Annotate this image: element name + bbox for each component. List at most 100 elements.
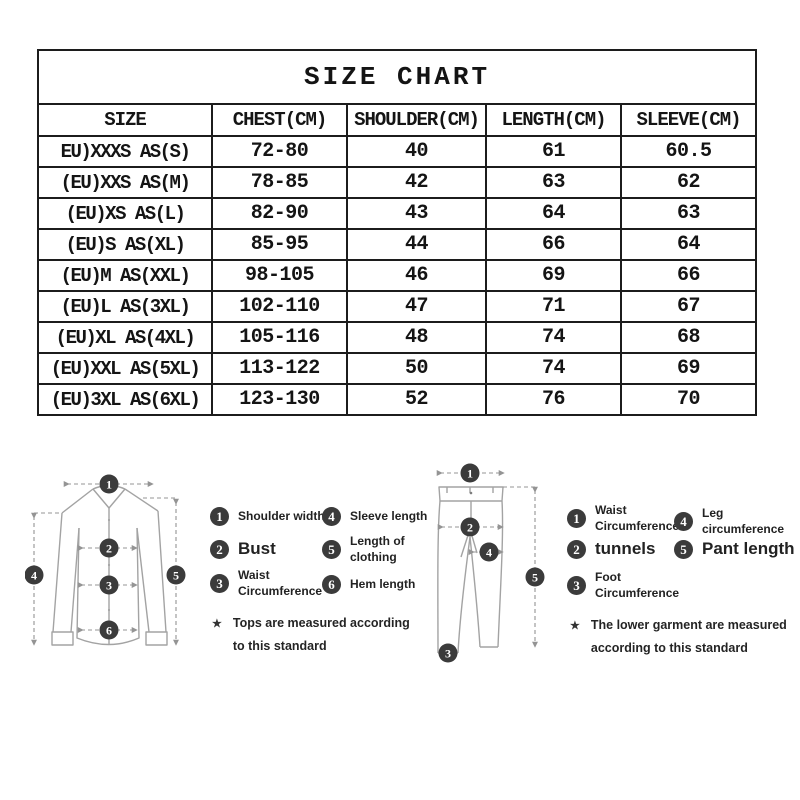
table-cell: 98-105 [211, 259, 348, 292]
measure-label: Waist Circumference [595, 503, 680, 533]
svg-text:2: 2 [467, 521, 473, 535]
table-cell: (EU)S AS(XL) [37, 228, 213, 261]
shirt-badge-3: 3 [99, 575, 119, 595]
table-cell: 47 [346, 290, 487, 323]
table-cell: (EU)XXS AS(M) [37, 166, 213, 199]
svg-text:3: 3 [445, 647, 451, 661]
table-row: (EU)XL AS(4XL) 105-116 48 74 68 [37, 321, 758, 354]
table-cell: 50 [346, 352, 487, 385]
measure-label: Length of clothing [350, 534, 405, 564]
table-row: EU)XXXS AS(S) 72-80 40 61 60.5 [37, 135, 758, 168]
svg-text:4: 4 [486, 546, 492, 560]
number-badge: 3 [210, 574, 229, 594]
table-cell: 69 [619, 352, 758, 385]
measure-label: Foot Circumference [595, 570, 680, 600]
svg-text:2: 2 [106, 542, 112, 556]
table-cell: 71 [485, 290, 622, 323]
svg-text:5: 5 [173, 569, 179, 583]
table-cell: 74 [485, 352, 622, 385]
table-cell: 66 [619, 259, 758, 292]
table-cell: (EU)XL AS(4XL) [37, 321, 213, 354]
table-cell: 102-110 [211, 290, 348, 323]
pants-legend-pant-length: 5 Pant length [674, 538, 795, 560]
shirt-legend-hem-length: 6 Hem length [322, 575, 415, 594]
size-chart-table: SIZE CHART SIZE CHEST(CM) SHOULDER(CM) L… [36, 49, 758, 416]
table-row: (EU)XXL AS(5XL) 113-122 50 74 69 [37, 352, 758, 385]
title-row: SIZE CHART [36, 49, 758, 105]
table-cell: 44 [346, 228, 487, 261]
measure-label: tunnels [595, 539, 656, 558]
svg-text:6: 6 [106, 624, 112, 638]
star-icon: ★ [570, 620, 580, 632]
svg-text:3: 3 [106, 579, 112, 593]
table-cell: (EU)L AS(3XL) [37, 290, 213, 323]
shirt-badge-6: 6 [99, 620, 119, 640]
table-cell: 40 [346, 135, 487, 168]
col-header-shoulder: SHOULDER(CM) [346, 103, 487, 137]
number-badge: 5 [322, 540, 341, 560]
star-icon: ★ [212, 618, 222, 630]
table-row: (EU)L AS(3XL) 102-110 47 71 67 [37, 290, 758, 323]
shirt-badge-2: 2 [99, 538, 119, 558]
table-cell: 63 [619, 197, 758, 230]
shirt-badge-5: 5 [166, 565, 186, 585]
pants-note: ★ The lower garment are measured accordi… [570, 614, 800, 659]
shirt-legend-length-of-clothing: 5 Length of clothing [322, 534, 424, 565]
table-row: (EU)3XL AS(6XL) 123-130 52 76 70 [37, 383, 758, 416]
shirt-legend-shoulder-width: 1 Shoulder width [210, 507, 325, 526]
pants-badge-5: 5 [525, 567, 545, 587]
number-badge: 1 [567, 509, 586, 529]
table-cell: (EU)3XL AS(6XL) [37, 383, 213, 416]
pants-measurement-diagram-icon: 1 2 4 3 5 [436, 463, 545, 663]
shirt-measurement-diagram-icon: 1 2 3 4 5 6 [25, 474, 186, 646]
svg-text:5: 5 [532, 571, 538, 585]
shirt-legend-waist-circumference: 3 Waist Circumference [210, 568, 328, 599]
col-header-chest: CHEST(CM) [211, 103, 348, 137]
table-cell: 63 [485, 166, 622, 199]
number-badge: 6 [322, 575, 341, 594]
table-row: (EU)M AS(XXL) 98-105 46 69 66 [37, 259, 758, 292]
table-cell: 105-116 [211, 321, 348, 354]
col-header-sleeve: SLEEVE(CM) [619, 103, 758, 137]
column-header-row: SIZE CHEST(CM) SHOULDER(CM) LENGTH(CM) S… [37, 103, 758, 137]
table-cell: 52 [346, 383, 487, 416]
number-badge: 3 [567, 576, 586, 596]
table-cell: 62 [619, 166, 758, 199]
table-row: (EU)XXS AS(M) 78-85 42 63 62 [37, 166, 758, 199]
table-cell: 60.5 [619, 135, 758, 168]
pants-badge-4: 4 [479, 542, 499, 562]
table-cell: 43 [346, 197, 487, 230]
table-cell: 70 [619, 383, 758, 416]
svg-text:4: 4 [31, 569, 37, 583]
shirt-badge-4: 4 [25, 565, 44, 585]
table-cell: 46 [346, 259, 487, 292]
size-table-body: EU)XXXS AS(S) 72-80 40 61 60.5 (EU)XXS AS(M) 7… [37, 135, 758, 416]
table-cell: 66 [485, 228, 622, 261]
svg-text:1: 1 [106, 478, 112, 492]
table-cell: 69 [485, 259, 622, 292]
pants-legend-leg-circumference: 4 Leg circumference [674, 506, 800, 537]
table-cell: (EU)M AS(XXL) [37, 259, 213, 292]
pants-legend-waist-circumference: 1 Waist Circumference [567, 503, 685, 534]
number-badge: 1 [210, 507, 229, 526]
pants-badge-2: 2 [460, 517, 480, 537]
table-cell: 61 [485, 135, 622, 168]
table-cell: 76 [485, 383, 622, 416]
table-cell: 64 [485, 197, 622, 230]
table-cell: 68 [619, 321, 758, 354]
number-badge: 4 [322, 507, 341, 526]
pants-legend-foot-circumference: 3 Foot Circumference [567, 570, 685, 601]
table-cell: 64 [619, 228, 758, 261]
table-cell: 67 [619, 290, 758, 323]
number-badge: 4 [674, 512, 693, 532]
shirt-note-text: Tops are measured according to this stan… [232, 616, 410, 653]
pants-badge-3: 3 [438, 643, 458, 663]
number-badge: 2 [567, 539, 586, 559]
table-cell: 74 [485, 321, 622, 354]
shirt-legend-sleeve-length: 4 Sleeve length [322, 507, 427, 526]
measure-label: Pant length [702, 539, 795, 558]
shirt-legend-bust: 2 Bust [210, 538, 276, 560]
number-badge: 2 [210, 539, 229, 559]
measure-label: Leg circumference [702, 506, 785, 536]
